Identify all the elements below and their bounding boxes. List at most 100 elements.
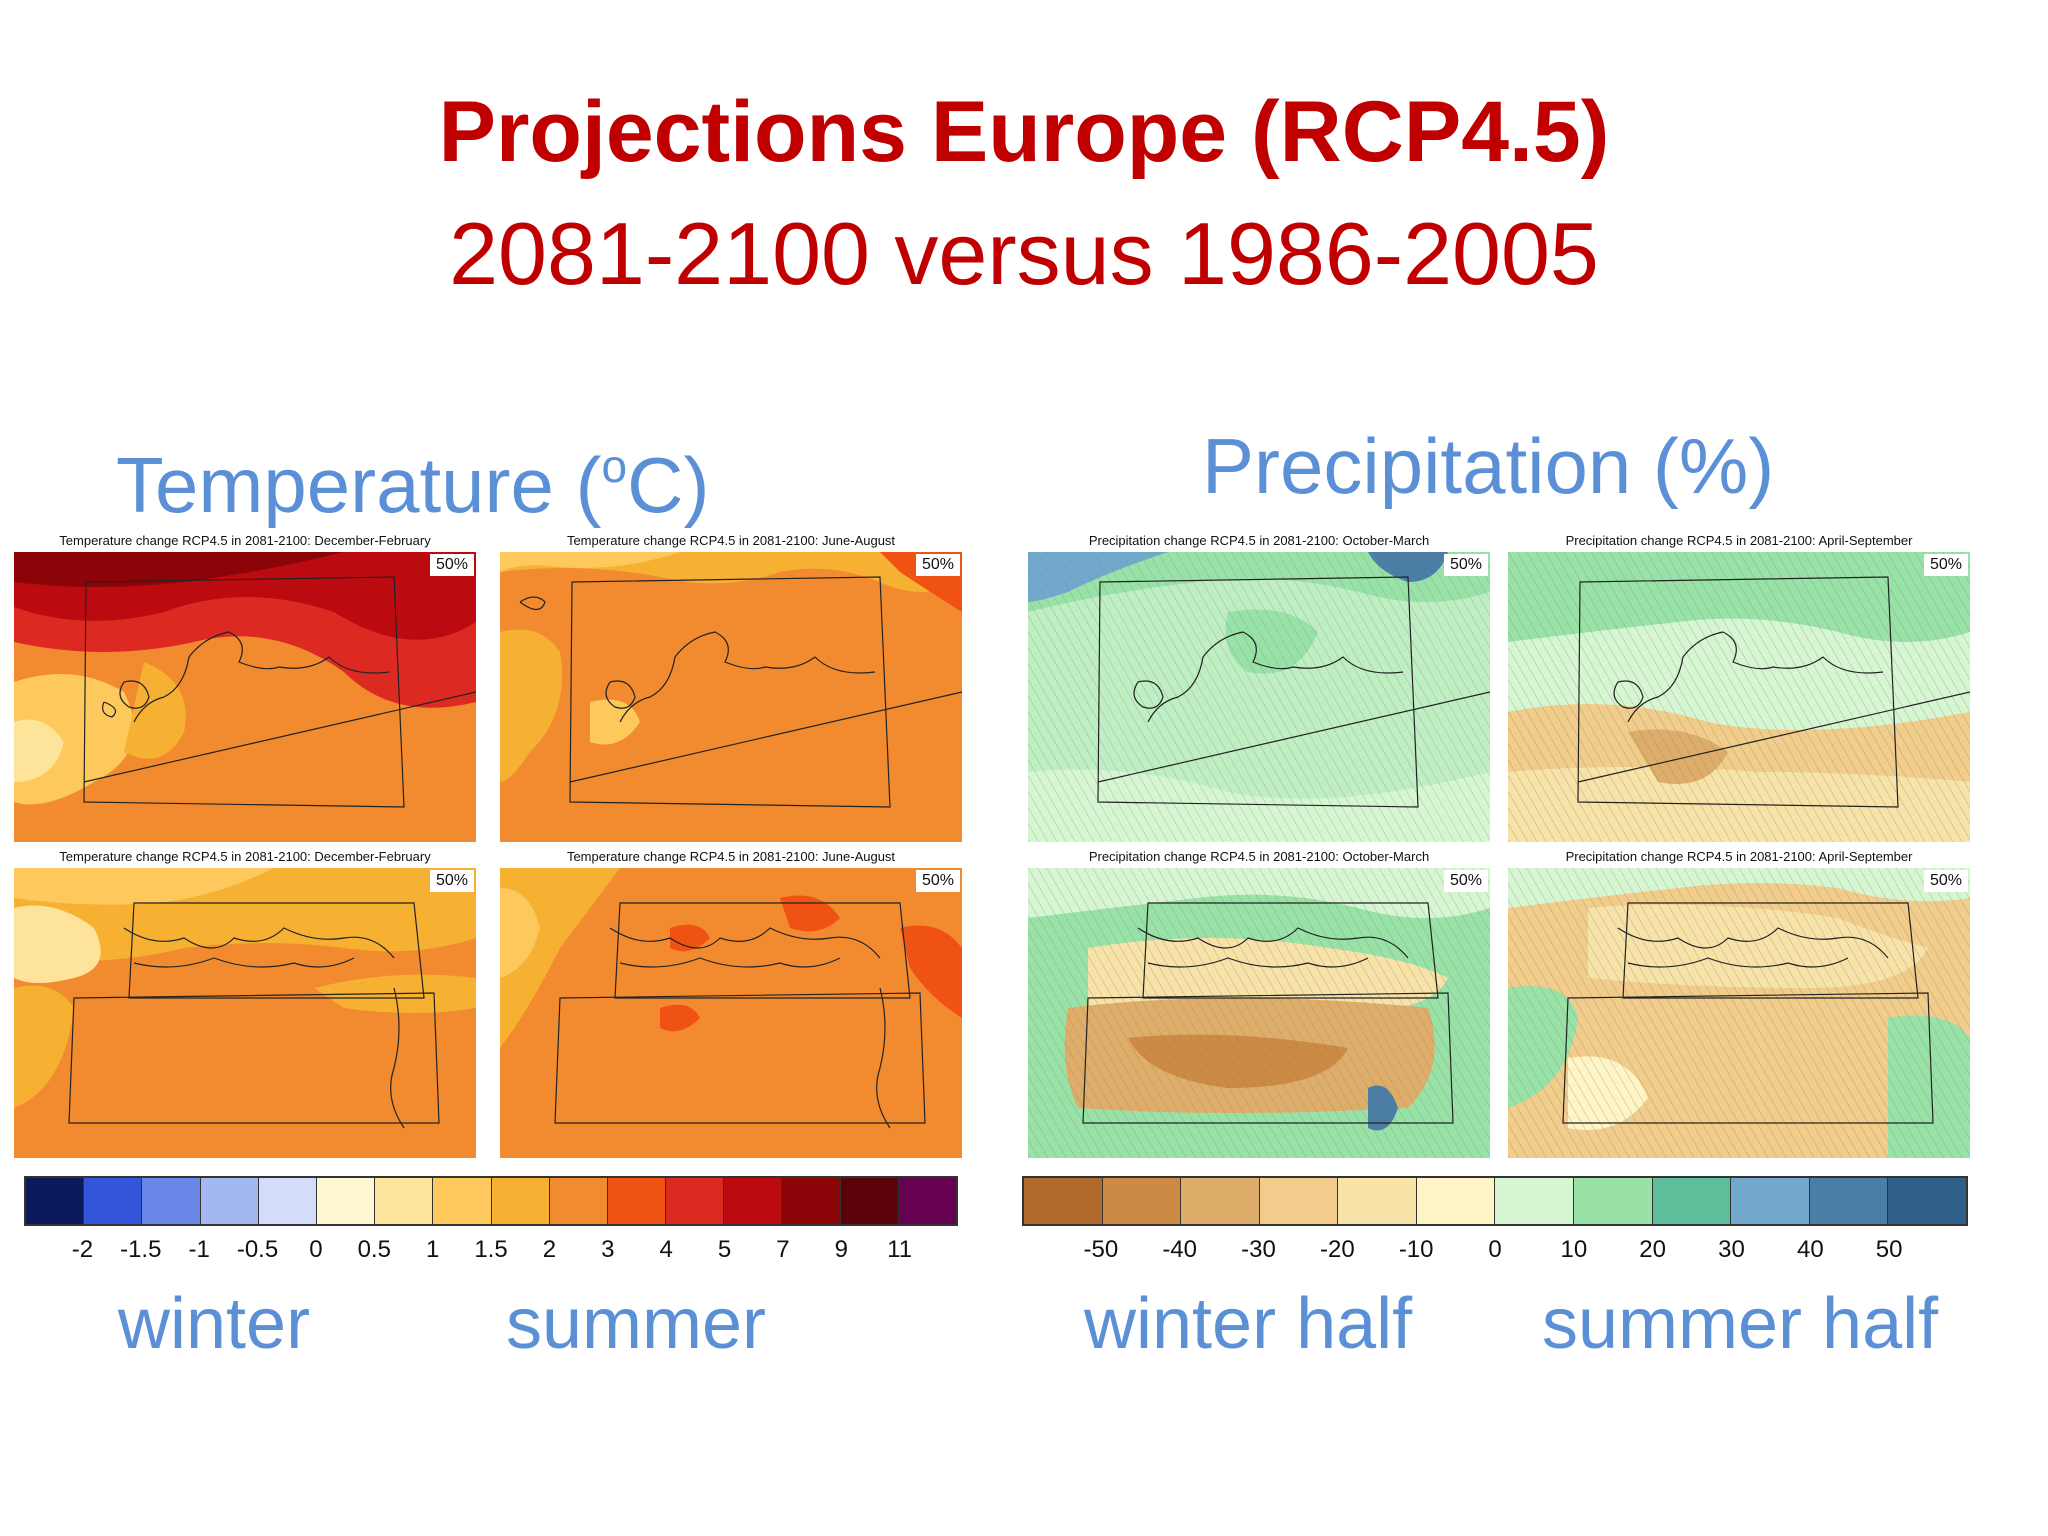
precip-map-winter-europe: Precipitation change RCP4.5 in 2081-2100… — [1028, 530, 1490, 842]
legend-swatch — [1652, 1178, 1732, 1224]
precipitation-color-legend — [1022, 1176, 1968, 1226]
legend-tick-label: -40 — [1162, 1236, 1197, 1263]
legend-swatch — [142, 1178, 201, 1224]
legend-swatch — [1574, 1178, 1653, 1224]
precip-map-winter-mediterranean: Precipitation change RCP4.5 in 2081-2100… — [1028, 846, 1490, 1158]
legend-swatch — [1416, 1178, 1496, 1224]
percentile-badge: 50% — [915, 870, 960, 892]
precipitation-winter-label: winter half — [1084, 1284, 1413, 1364]
map-image — [500, 552, 962, 842]
legend-swatch — [1809, 1178, 1889, 1224]
legend-tick-label: -50 — [1083, 1236, 1119, 1263]
legend-swatch — [840, 1178, 899, 1224]
legend-tick-label: -20 — [1319, 1236, 1355, 1263]
legend-swatch — [898, 1178, 956, 1224]
legend-swatch — [26, 1178, 85, 1224]
map-caption: Temperature change RCP4.5 in 2081-2100: … — [14, 530, 476, 552]
percentile-badge: 50% — [1443, 870, 1488, 892]
legend-tick-label: 3 — [601, 1236, 615, 1263]
map-image — [14, 552, 476, 842]
legend-swatch — [549, 1178, 608, 1224]
legend-swatch — [375, 1178, 434, 1224]
percentile-badge: 50% — [429, 870, 474, 892]
legend-tick-label: -1 — [188, 1236, 210, 1263]
precip-map-summer-mediterranean: Precipitation change RCP4.5 in 2081-2100… — [1508, 846, 1970, 1158]
legend-swatch — [433, 1178, 492, 1224]
map-caption: Temperature change RCP4.5 in 2081-2100: … — [14, 846, 476, 868]
map-caption: Precipitation change RCP4.5 in 2081-2100… — [1508, 846, 1970, 868]
legend-tick-label: 7 — [776, 1236, 790, 1263]
map-caption: Temperature change RCP4.5 in 2081-2100: … — [500, 530, 962, 552]
legend-tick-label: 10 — [1560, 1236, 1588, 1263]
map-caption: Precipitation change RCP4.5 in 2081-2100… — [1508, 530, 1970, 552]
legend-swatch — [1888, 1178, 1966, 1224]
slide-title: Projections Europe (RCP4.5) — [438, 84, 1610, 180]
legend-swatch — [1259, 1178, 1339, 1224]
map-caption: Precipitation change RCP4.5 in 2081-2100… — [1028, 846, 1490, 868]
legend-tick-label: 0 — [1488, 1236, 1502, 1263]
legend-swatch — [782, 1178, 841, 1224]
legend-swatch — [1495, 1178, 1575, 1224]
percentile-badge: 50% — [1923, 554, 1968, 576]
percentile-badge: 50% — [1923, 870, 1968, 892]
legend-swatch — [258, 1178, 317, 1224]
map-image — [1508, 868, 1970, 1158]
legend-swatch — [607, 1178, 667, 1224]
temp-map-winter-mediterranean: Temperature change RCP4.5 in 2081-2100: … — [14, 846, 476, 1158]
legend-tick-label: 0.5 — [357, 1236, 391, 1263]
map-caption: Precipitation change RCP4.5 in 2081-2100… — [1028, 530, 1490, 552]
legend-tick-label: 9 — [834, 1236, 848, 1263]
legend-tick-label: 4 — [659, 1236, 673, 1263]
map-image — [500, 868, 962, 1158]
temperature-winter-label: winter — [118, 1284, 311, 1364]
precipitation-legend-ticks: -50 -40 -30 -20 -10 0 10 20 30 40 50 — [1022, 1236, 1968, 1266]
legend-tick-label: -30 — [1241, 1236, 1276, 1263]
degree-superscript: o — [601, 440, 628, 492]
temperature-summer-label: summer — [506, 1284, 767, 1364]
legend-swatch — [1181, 1178, 1260, 1224]
legend-swatch — [316, 1178, 376, 1224]
legend-swatch — [724, 1178, 783, 1224]
legend-swatch — [200, 1178, 259, 1224]
map-image — [1028, 552, 1490, 842]
legend-tick-label: 0 — [309, 1236, 323, 1263]
legend-swatch — [84, 1178, 143, 1224]
legend-swatch — [491, 1178, 550, 1224]
temperature-heading: Temperature (oC) — [116, 418, 709, 533]
legend-tick-label: 1 — [425, 1236, 440, 1263]
precipitation-summer-label: summer half — [1542, 1284, 1939, 1364]
legend-swatch — [1102, 1178, 1182, 1224]
legend-tick-label: 2 — [542, 1236, 557, 1263]
map-caption: Temperature change RCP4.5 in 2081-2100: … — [500, 846, 962, 868]
temperature-heading-unit: C) — [627, 441, 710, 529]
legend-swatch — [1731, 1178, 1810, 1224]
legend-swatch — [1338, 1178, 1417, 1224]
legend-swatch — [1024, 1178, 1103, 1224]
temp-map-summer-europe: Temperature change RCP4.5 in 2081-2100: … — [500, 530, 962, 842]
map-image — [14, 868, 476, 1158]
precip-map-summer-europe: Precipitation change RCP4.5 in 2081-2100… — [1508, 530, 1970, 842]
slide-subtitle: 2081-2100 versus 1986-2005 — [449, 204, 1599, 303]
legend-tick-label: 30 — [1718, 1236, 1745, 1263]
map-image — [1508, 552, 1970, 842]
percentile-badge: 50% — [429, 554, 474, 576]
percentile-badge: 50% — [1443, 554, 1488, 576]
temp-map-summer-mediterranean: Temperature change RCP4.5 in 2081-2100: … — [500, 846, 962, 1158]
legend-tick-label: -0.5 — [236, 1236, 279, 1263]
temp-map-winter-europe: Temperature change RCP4.5 in 2081-2100: … — [14, 530, 476, 842]
legend-tick-label: 40 — [1796, 1236, 1824, 1263]
percentile-badge: 50% — [915, 554, 960, 576]
temperature-heading-text: Temperature ( — [116, 441, 602, 529]
legend-tick-label: -1.5 — [120, 1236, 162, 1263]
legend-tick-label: 50 — [1875, 1236, 1903, 1263]
legend-tick-label: 5 — [717, 1236, 732, 1263]
legend-tick-label: -10 — [1398, 1236, 1434, 1263]
legend-tick-label: -2 — [71, 1236, 94, 1263]
legend-tick-label: 1.5 — [474, 1236, 508, 1263]
temperature-legend-ticks: -2 -1.5 -1 -0.5 0 0.5 1 1.5 2 3 4 5 7 9 11 — [24, 1236, 958, 1266]
precipitation-heading: Precipitation (%) — [1202, 422, 1775, 510]
legend-tick-label: 11 — [887, 1236, 913, 1263]
legend-tick-label: 20 — [1639, 1236, 1667, 1263]
map-image — [1028, 868, 1490, 1158]
legend-swatch — [666, 1178, 725, 1224]
